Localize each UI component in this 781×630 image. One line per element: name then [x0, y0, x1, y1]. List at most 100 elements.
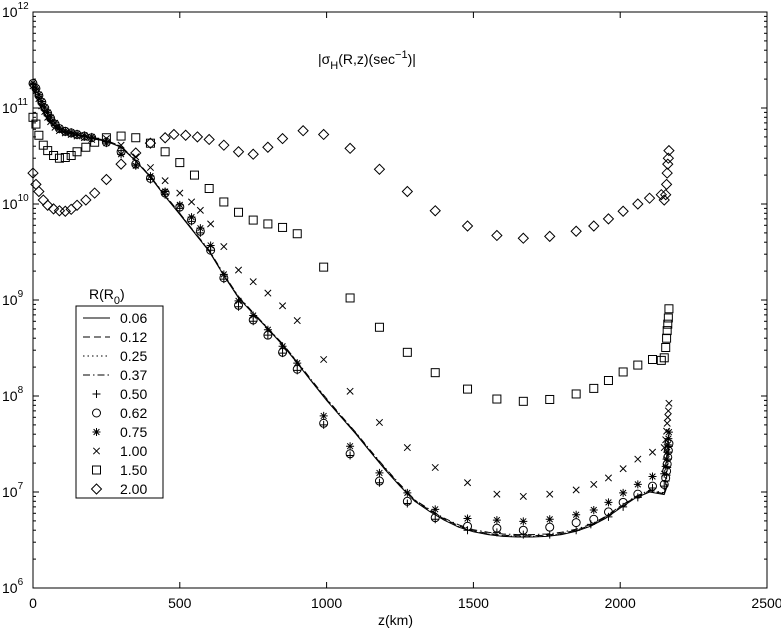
- data-point: [648, 472, 657, 481]
- legend-swatch: [92, 428, 101, 436]
- y-tick-label: 1010: [2, 193, 29, 212]
- data-point: [131, 133, 141, 143]
- data-point: [461, 220, 474, 232]
- data-point: [144, 137, 157, 149]
- data-point: [663, 144, 675, 157]
- data-point: [663, 419, 671, 427]
- data-point: [648, 484, 657, 493]
- data-point: [617, 205, 629, 217]
- legend-title-close: ): [120, 286, 125, 302]
- data-point: [80, 194, 92, 206]
- data-point: [102, 135, 110, 143]
- legend-swatch: [92, 465, 101, 475]
- data-point: [37, 194, 49, 206]
- data-point: [41, 107, 49, 116]
- data-point: [663, 446, 673, 456]
- legend-label: 0.75: [120, 424, 147, 440]
- data-point: [67, 130, 75, 139]
- data-point: [175, 200, 184, 209]
- data-point: [49, 151, 59, 161]
- title-middle: (R,z)(sec: [338, 51, 395, 67]
- data-point: [664, 434, 673, 443]
- data-point: [297, 125, 309, 137]
- data-point: [662, 455, 671, 464]
- data-point: [40, 103, 49, 112]
- data-point: [660, 444, 668, 452]
- data-point: [232, 146, 245, 158]
- legend-entry: 0.62: [92, 405, 147, 421]
- data-point: [187, 198, 196, 206]
- data-point: [38, 102, 46, 110]
- data-point: [492, 523, 502, 533]
- data-point: [55, 127, 63, 135]
- series-1.50: [28, 112, 674, 406]
- data-point: [431, 505, 440, 514]
- legend-title: R(R0): [89, 286, 125, 307]
- data-point: [159, 132, 171, 144]
- data-point: [80, 134, 88, 142]
- data-point: [71, 199, 83, 211]
- data-point: [662, 152, 675, 164]
- data-point: [218, 139, 230, 151]
- data-point: [317, 128, 330, 141]
- data-point: [492, 516, 501, 525]
- data-point: [603, 376, 613, 386]
- data-point: [619, 465, 627, 473]
- data-point: [491, 229, 503, 242]
- data-point: [161, 177, 169, 185]
- data-point: [29, 82, 37, 90]
- data-point: [663, 427, 671, 435]
- data-point: [146, 163, 154, 172]
- data-point: [345, 293, 355, 303]
- data-point: [659, 479, 669, 489]
- data-point: [589, 514, 599, 524]
- data-point: [375, 468, 384, 477]
- data-point: [146, 172, 155, 181]
- data-point: [545, 530, 554, 539]
- data-point: [493, 490, 501, 498]
- legend-label: 0.25: [120, 348, 147, 364]
- data-point: [60, 153, 70, 163]
- data-point: [100, 173, 113, 186]
- legend-title-subscript: 0: [114, 295, 120, 307]
- data-point: [402, 496, 412, 506]
- data-point: [207, 220, 215, 228]
- data-point: [664, 304, 674, 314]
- x-tick-label: 2000: [605, 595, 636, 611]
- data-point: [344, 142, 356, 155]
- data-point: [132, 153, 140, 161]
- data-point: [618, 497, 628, 507]
- y-tick-label: 106: [2, 577, 24, 596]
- data-point: [662, 158, 674, 170]
- legend-label: 0.06: [120, 310, 147, 326]
- data-point: [234, 296, 243, 305]
- data-point: [28, 112, 38, 122]
- data-point: [41, 199, 54, 211]
- data-point: [545, 522, 555, 532]
- legend-entry: 1.50: [92, 462, 147, 478]
- title-suffix: )|: [408, 51, 416, 67]
- legend-entry: 0.12: [83, 329, 147, 345]
- data-point: [47, 203, 60, 215]
- title-subscript: H: [330, 60, 338, 72]
- data-point: [206, 241, 215, 250]
- data-point: [492, 394, 502, 404]
- data-point: [47, 118, 55, 126]
- data-point: [80, 131, 89, 140]
- data-point: [590, 480, 598, 488]
- data-point: [117, 150, 126, 159]
- data-point: [35, 95, 43, 103]
- data-point: [375, 418, 384, 427]
- data-point: [661, 462, 670, 471]
- data-point: [88, 135, 96, 144]
- data-point: [604, 498, 613, 507]
- y-tick-label: 108: [2, 385, 24, 404]
- data-point: [346, 451, 355, 460]
- data-point: [660, 188, 672, 201]
- legend-entry: 0.37: [83, 367, 147, 383]
- data-point: [546, 490, 554, 498]
- y-tick-label: 107: [2, 481, 24, 500]
- data-point: [102, 139, 111, 148]
- x-axis-label: z(km): [378, 612, 413, 628]
